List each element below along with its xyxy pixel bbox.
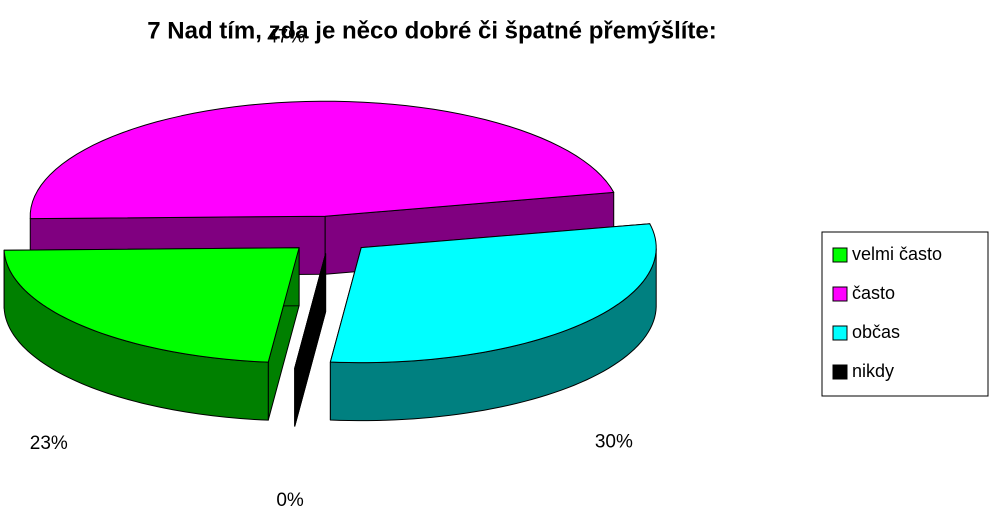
data-label: 23% (30, 433, 68, 454)
chart-title: 7 Nad tím, zda je něco dobré či špatné p… (147, 17, 717, 44)
legend-label: občas (852, 322, 900, 342)
legend-swatch (832, 247, 848, 263)
slice (29, 100, 615, 220)
legend-box (821, 231, 989, 397)
data-label: 30% (595, 432, 633, 453)
data-label: 47% (267, 26, 305, 47)
legend-swatch (832, 325, 848, 341)
legend-label: často (852, 283, 895, 303)
data-label: 0% (276, 490, 304, 511)
legend-label: nikdy (852, 361, 894, 381)
slice (3, 247, 300, 363)
legend-swatch (832, 364, 848, 380)
legend-swatch (832, 286, 848, 302)
slice (329, 223, 657, 364)
slice (294, 253, 327, 369)
legend-label: velmi často (852, 244, 942, 264)
